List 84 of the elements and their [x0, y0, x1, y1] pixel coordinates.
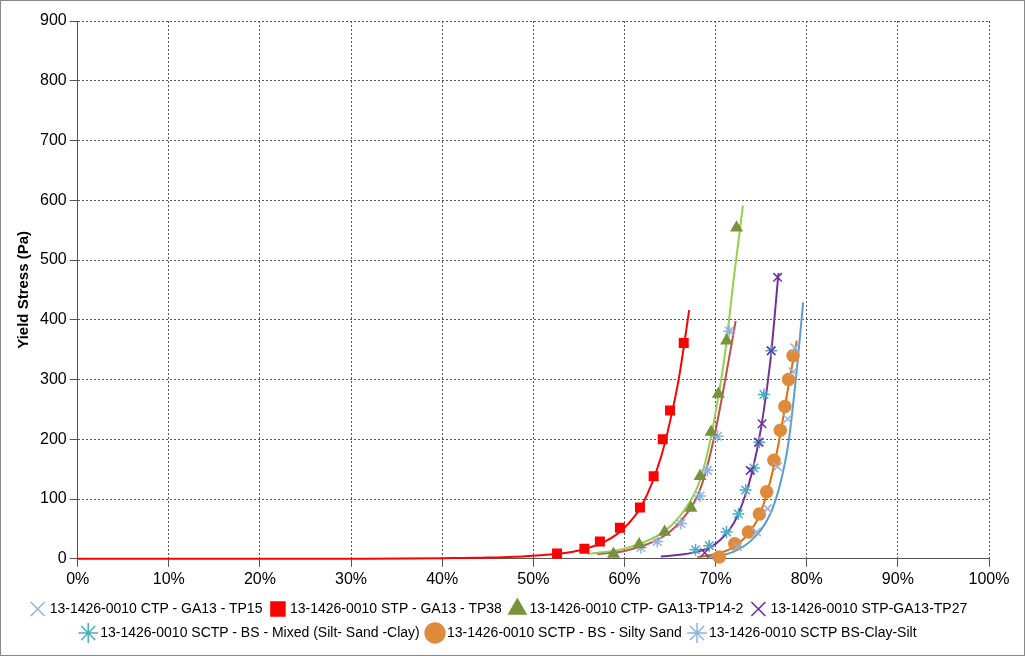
point	[614, 522, 625, 533]
point	[782, 413, 793, 424]
x-tick-label: 90%	[881, 569, 914, 587]
x-tick-label: 70%	[699, 569, 732, 587]
point	[745, 465, 756, 476]
line-series	[659, 272, 780, 558]
x-tick-label: 30%	[335, 569, 368, 587]
point	[767, 453, 781, 467]
point	[699, 547, 710, 558]
point	[633, 537, 646, 549]
point	[778, 399, 792, 414]
point	[712, 550, 726, 564]
point	[579, 543, 590, 554]
x-tick-label: 50%	[517, 569, 550, 587]
legend-label: 13-1426-0010 SCTP - BS - Silty Sand	[447, 623, 682, 640]
y-tick-label: 700	[39, 130, 67, 148]
point	[705, 425, 717, 436]
point	[759, 485, 774, 499]
point	[594, 536, 605, 547]
point	[757, 418, 768, 429]
legend-label: 13-1426-0010 SCTP BS-Clay-Silt	[709, 623, 917, 640]
legend-label: 13-1426-0010 SCTP - BS - Mixed (Silt- Sand -Clay)	[100, 623, 420, 640]
x-tick-label: 20%	[243, 569, 276, 587]
line-series	[596, 319, 737, 556]
point	[772, 272, 783, 283]
point	[788, 366, 799, 377]
point	[789, 342, 800, 353]
point	[772, 461, 783, 472]
point	[678, 338, 689, 349]
point	[674, 516, 688, 531]
point	[657, 434, 668, 445]
point	[688, 543, 703, 557]
y-tick-label: 500	[39, 250, 67, 268]
point	[710, 429, 725, 444]
point	[757, 387, 771, 402]
x-tick-label: 80%	[790, 569, 823, 587]
point	[773, 423, 788, 438]
point	[786, 348, 800, 363]
x-tick-label: 40%	[426, 569, 459, 587]
point	[665, 405, 676, 416]
legend-label: 13-1426-0010 CTP- GA13-TP14-2	[529, 599, 744, 616]
line-series	[76, 309, 691, 560]
y-tick-label: 800	[39, 71, 67, 89]
point	[720, 333, 733, 345]
x-tick-label: 0%	[66, 569, 90, 587]
point	[752, 507, 767, 521]
point	[607, 547, 620, 558]
point	[722, 324, 737, 338]
y-tick-label: 300	[39, 369, 67, 387]
point	[648, 471, 659, 482]
point	[694, 469, 707, 481]
point	[741, 525, 756, 539]
y-tick-label: 200	[39, 429, 67, 447]
y-tick-label: 600	[39, 190, 67, 208]
point	[702, 538, 716, 553]
legend-label: 13-1426-0010 CTP - GA13 - TP15	[49, 599, 263, 616]
point	[762, 503, 773, 514]
x-tick-label: 100%	[968, 569, 1010, 587]
point	[712, 387, 725, 398]
point	[719, 525, 734, 539]
point	[700, 463, 715, 478]
point	[552, 548, 563, 559]
y-tick-label: 100	[39, 489, 67, 507]
point	[730, 221, 743, 232]
y-tick-label: 0	[57, 549, 67, 567]
point	[751, 526, 762, 537]
x-tick-label: 10%	[152, 569, 185, 587]
point	[731, 507, 746, 521]
point	[693, 489, 707, 503]
y-tick-label: 900	[39, 11, 67, 29]
y-axis-title: Yield Stress (Pa)	[14, 230, 32, 349]
point	[747, 461, 761, 475]
point	[738, 483, 753, 497]
point	[658, 525, 671, 536]
point	[634, 502, 645, 513]
point	[685, 501, 697, 512]
point	[732, 541, 743, 552]
point	[781, 372, 796, 387]
legend-label: 13-1426-0010 STP - GA13 - TP38	[289, 599, 503, 616]
point	[634, 540, 648, 555]
point	[650, 534, 665, 549]
y-tick-label: 400	[39, 310, 67, 328]
x-tick-label: 60%	[608, 569, 641, 587]
legend-label: 13-1426-0010 STP-GA13-TP27	[770, 599, 968, 616]
